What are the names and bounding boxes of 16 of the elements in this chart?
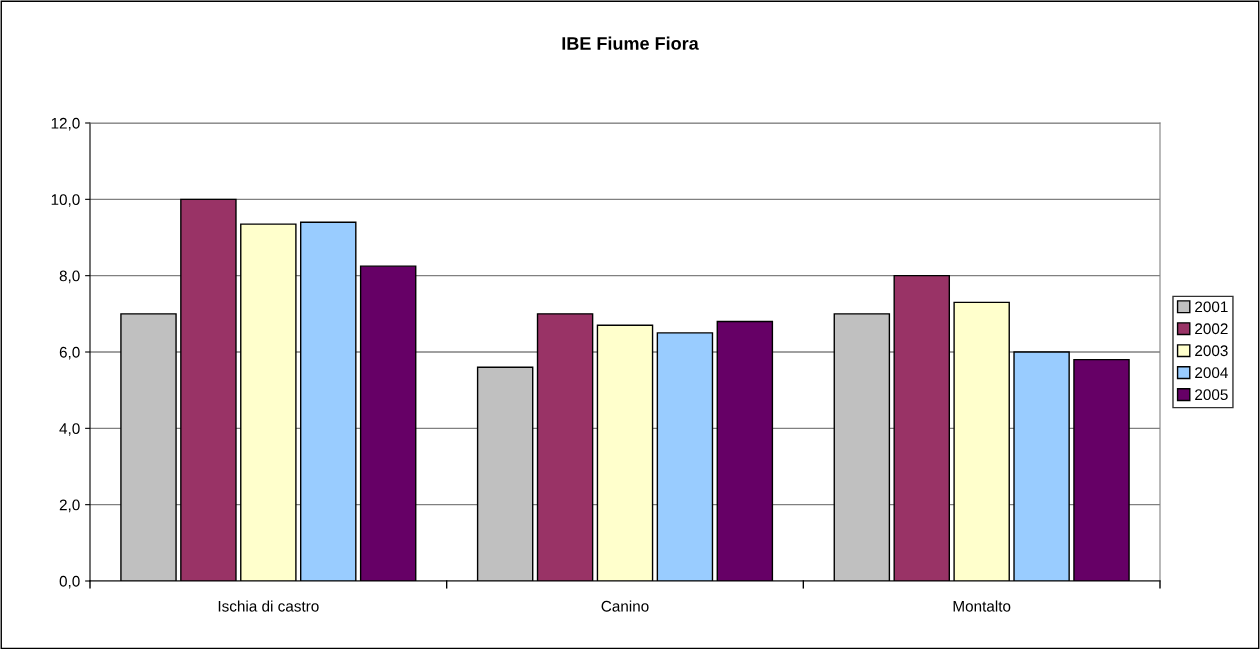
x-tick-label: Montalto (953, 600, 1011, 612)
chart-title: IBE Fiume Fiora (562, 36, 699, 50)
y-tick-label: 2,0 (59, 499, 80, 513)
x-tick-label: Canino (601, 600, 649, 612)
y-tick-label: 8,0 (59, 270, 80, 284)
legend-label: 2004 (1195, 367, 1228, 379)
legend-label: 2005 (1195, 389, 1228, 401)
x-tick-label: Ischia di castro (218, 600, 319, 612)
legend-label: 2003 (1195, 345, 1228, 357)
y-tick-label: 6,0 (59, 346, 80, 360)
legend-label: 2001 (1195, 301, 1228, 313)
y-tick-label: 12,0 (51, 117, 80, 131)
y-tick-label: 10,0 (51, 194, 80, 207)
y-tick-label: 4,0 (59, 423, 80, 436)
y-tick-label: 0,0 (59, 575, 80, 589)
legend-label: 2002 (1195, 323, 1228, 335)
